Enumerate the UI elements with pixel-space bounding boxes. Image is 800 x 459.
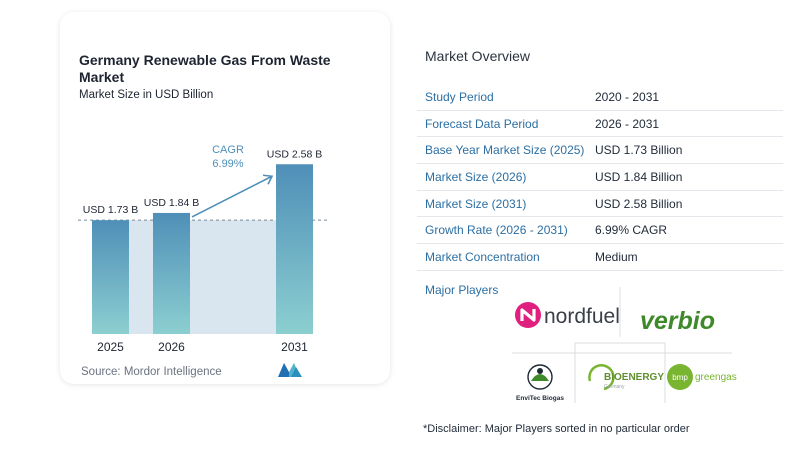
bioenergy-subtext: Germany — [604, 384, 625, 390]
nordfuel-logo: nordfuel — [515, 302, 620, 328]
verbio-text: verbio — [640, 307, 715, 335]
overview-row: Study Period 2020 - 2031 — [417, 84, 783, 111]
overview-row: Forecast Data Period 2026 - 2031 — [417, 111, 783, 138]
bmp-greengas-logo: bmp greengas — [667, 364, 737, 390]
overview-row: Market Size (2031) USD 2.58 Billion — [417, 191, 783, 218]
overview-key: Market Size (2026) — [425, 169, 527, 184]
cagr-label: CAGR — [212, 144, 244, 156]
overview-row: Base Year Market Size (2025) USD 1.73 Bil… — [417, 137, 783, 165]
overview-value: 2026 - 2031 — [595, 116, 660, 131]
overview-row: Growth Rate (2026 - 2031) 6.99% CAGR — [417, 217, 783, 245]
overview-key: Forecast Data Period — [425, 116, 539, 131]
overview-value: 2020 - 2031 — [595, 89, 660, 104]
cagr-arrow-head — [262, 174, 274, 185]
major-players-title: Major Players — [425, 283, 499, 297]
bar-2026 — [153, 212, 190, 334]
x-tick-label: 2031 — [281, 340, 308, 354]
bioenergy-logo: BIOENERGY Germany — [588, 364, 664, 391]
overview-key: Growth Rate (2026 - 2031) — [425, 223, 568, 238]
source-note: Source: Mordor Intelligence — [81, 366, 222, 378]
x-tick-label: 2026 — [158, 340, 185, 354]
bioenergy-text: BIOENERGY — [604, 372, 664, 383]
overview-value: USD 2.58 Billion — [595, 196, 683, 211]
overview-value: USD 1.73 Billion — [595, 143, 683, 158]
overview-value: Medium — [595, 249, 638, 264]
data-label-2025: USD 1.73 B — [83, 204, 138, 216]
data-label-2026: USD 1.84 B — [144, 197, 199, 209]
x-tick-label: 2025 — [97, 340, 124, 354]
overview-key: Study Period — [425, 89, 494, 104]
data-label-2031: USD 2.58 B — [267, 148, 322, 160]
mordor-intelligence-logo — [278, 363, 302, 377]
chart-title: Germany Renewable Gas From Waste Market — [79, 52, 331, 85]
overview-row: Market Concentration Medium — [417, 244, 783, 271]
bmp-text: bmp — [672, 373, 688, 382]
envitec-text: EnviTec Biogas — [516, 395, 564, 402]
overview-key: Base Year Market Size (2025) — [425, 143, 585, 158]
overview-key: Market Concentration — [425, 249, 540, 264]
disclaimer: *Disclaimer: Major Players sorted in no … — [423, 423, 690, 435]
major-players-logos: nordfuel verbio EnviTec Biogas BIOENERGY… — [512, 287, 737, 403]
bar-2031 — [276, 164, 313, 334]
verbio-logo: verbio — [640, 307, 715, 335]
bar-2025 — [92, 220, 129, 334]
envitec-logo: EnviTec Biogas — [516, 364, 564, 402]
bar-chart: USD 1.73 B 2025 USD 1.84 B 2026 USD 2.58 B 20… — [78, 144, 330, 354]
chart-subtitle: Market Size in USD Billion — [79, 89, 214, 101]
overview-row: Market Size (2026) USD 1.84 Billion — [417, 164, 783, 191]
nordfuel-text: nordfuel — [544, 305, 620, 328]
overview-value: USD 1.84 Billion — [595, 169, 683, 184]
overview-value: 6.99% CAGR — [595, 223, 668, 238]
overview-key: Market Size (2031) — [425, 196, 527, 211]
cagr-value: 6.99% — [212, 158, 243, 170]
market-overview-title: Market Overview — [425, 48, 531, 64]
market-overview-table: Study Period 2020 - 2031 Forecast Data Pe… — [417, 84, 783, 271]
cagr-arrow — [191, 175, 273, 218]
greengas-text: greengas — [695, 372, 737, 383]
